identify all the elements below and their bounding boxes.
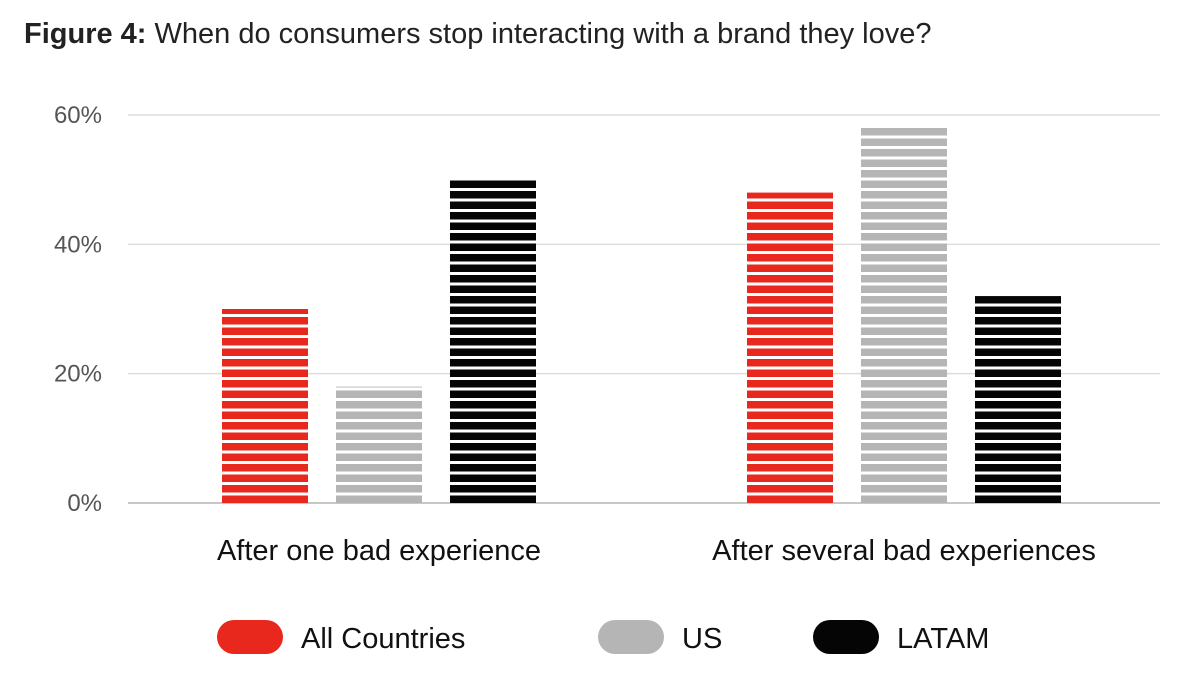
legend-swatch <box>813 620 879 654</box>
legend-swatch <box>217 620 283 654</box>
bar-us-one <box>336 386 422 503</box>
figure-caption: When do consumers stop interacting with … <box>154 18 932 50</box>
bar-latam-several <box>975 296 1061 503</box>
chart-title: Figure 4: When do consumers stop interac… <box>24 18 932 51</box>
legend-label: All Countries <box>301 623 465 655</box>
legend-item-all-countries: All Countries <box>217 620 465 655</box>
legend: All Countries US LATAM <box>217 620 989 655</box>
legend-label: US <box>682 623 722 655</box>
y-tick-label: 20% <box>54 361 102 388</box>
bar-us-several <box>861 127 947 503</box>
bar-all-countries-one <box>222 309 308 503</box>
bar-latam-one <box>450 179 536 503</box>
bars <box>222 127 1061 503</box>
legend-swatch <box>598 620 664 654</box>
legend-label: LATAM <box>897 623 989 655</box>
figure-number: Figure 4: <box>24 18 147 50</box>
y-tick-label: 40% <box>54 231 102 258</box>
y-axis-ticks: 0% 20% 40% 60% <box>54 102 102 517</box>
x-category-label: After several bad experiences <box>712 535 1096 567</box>
legend-item-latam: LATAM <box>813 620 989 655</box>
y-tick-label: 0% <box>67 490 102 517</box>
legend-item-us: US <box>598 620 722 655</box>
y-tick-label: 60% <box>54 102 102 129</box>
x-category-label: After one bad experience <box>217 535 541 567</box>
x-axis-categories: After one bad experience After several ba… <box>217 535 1096 567</box>
bar-all-countries-several <box>747 192 833 503</box>
